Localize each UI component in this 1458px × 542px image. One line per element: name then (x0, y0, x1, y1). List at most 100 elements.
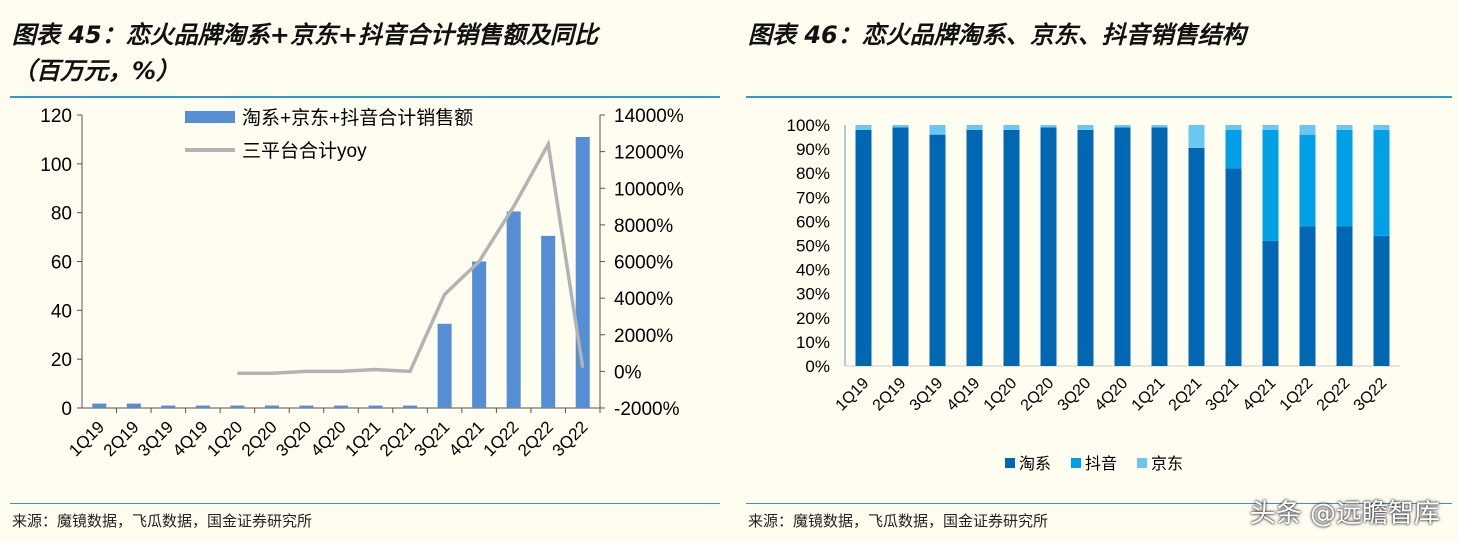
bar (264, 405, 279, 408)
stacked-bar-segment (1225, 129, 1242, 169)
bar (541, 235, 556, 408)
stacked-bar-segment (1151, 127, 1168, 366)
right-chart-title: 图表 46：恋火品牌淘系、京东、抖音销售结构 (748, 21, 1246, 49)
y2-tick-label: 14000% (614, 106, 684, 127)
x-tick-label: 3Q21 (411, 417, 454, 460)
stacked-bar-segment (1040, 127, 1057, 366)
bar (437, 323, 452, 408)
stacked-bar-segment (892, 125, 909, 128)
x-tick-label: 1Q21 (342, 417, 385, 460)
legend-swatch (1071, 458, 1081, 468)
stacked-bar-segment (1151, 125, 1168, 128)
bar (230, 405, 245, 408)
y2-tick-label: 0% (614, 362, 642, 383)
x-tick-label: 4Q19 (169, 417, 212, 460)
y-tick-label: 0% (805, 357, 830, 376)
stacked-bar-segment (1262, 129, 1279, 241)
legend-label-yoy: 三平台合计yoy (242, 140, 367, 162)
y-tick-label: 0 (61, 399, 72, 420)
stacked-bar-segment (892, 127, 909, 366)
y-tick-label: 60 (51, 253, 72, 274)
y2-tick-label: 8000% (614, 216, 673, 237)
stacked-bar-segment (1225, 125, 1242, 130)
y-tick-label: 10% (796, 333, 830, 352)
x-tick-label: 3Q19 (134, 417, 177, 460)
x-tick-label: 1Q19 (65, 417, 108, 460)
stacked-bar-segment (1262, 125, 1279, 130)
stacked-bar-segment (855, 125, 872, 130)
stacked-bar-segment (1299, 134, 1316, 227)
x-tick-label: 4Q19 (944, 375, 984, 415)
stacked-bar-segment (855, 129, 872, 366)
stacked-bar-segment (1003, 129, 1020, 366)
stacked-bar-segment (1077, 125, 1094, 130)
stacked-bar-segment (1077, 129, 1094, 366)
y-tick-label: 90% (796, 140, 830, 159)
y-tick-label: 20% (796, 309, 830, 328)
stacked-bar-segment (1188, 125, 1205, 148)
stacked-bar-segment (1373, 129, 1390, 236)
bar (126, 403, 141, 408)
x-tick-label: 2Q21 (1166, 375, 1206, 415)
y-tick-label: 40 (51, 301, 72, 322)
x-tick-label: 2Q19 (870, 375, 910, 415)
stacked-bar-segment (1336, 129, 1353, 227)
y2-tick-label: 12000% (614, 143, 684, 164)
bar (506, 211, 521, 408)
legend-label-sales: 淘系+京东+抖音合计销售额 (242, 107, 473, 129)
right-footer-rule (746, 503, 1452, 504)
x-tick-label: 3Q21 (1203, 375, 1243, 415)
bar (299, 405, 314, 408)
bar (161, 405, 176, 408)
x-tick-label: 3Q20 (272, 417, 315, 460)
stacked-bar-segment (1336, 226, 1353, 366)
bar (334, 405, 348, 408)
x-tick-label: 4Q20 (307, 417, 350, 460)
legend-label: 京东 (1151, 455, 1183, 473)
stacked-bar-segment (1336, 125, 1353, 130)
bar (368, 405, 383, 408)
stacked-bar-segment (1114, 125, 1131, 128)
y-tick-label: 80 (51, 204, 72, 225)
x-tick-label: 1Q20 (981, 375, 1021, 415)
bar (472, 261, 487, 408)
x-tick-label: 3Q22 (1351, 375, 1391, 415)
y-tick-label: 80% (796, 164, 830, 183)
stacked-bar-segment (1114, 127, 1131, 366)
left-footer-rule (10, 503, 720, 504)
x-tick-label: 4Q21 (445, 417, 488, 460)
left-title-rule (10, 96, 720, 98)
y2-tick-label: 6000% (614, 253, 673, 274)
stacked-bar-segment (1262, 240, 1279, 366)
stacked-bar-segment (1373, 125, 1390, 130)
stacked-bar-segment (1373, 235, 1390, 366)
stacked-bar-segment (1188, 147, 1205, 366)
y-tick-label: 100% (787, 116, 830, 135)
x-tick-label: 4Q21 (1240, 375, 1280, 415)
stacked-bar-segment (1003, 125, 1020, 130)
legend-swatch-sales (185, 111, 235, 123)
x-tick-label: 2Q20 (238, 417, 281, 460)
left-chart-subtitle: （百万元，%） (12, 57, 181, 85)
y-tick-label: 20 (51, 350, 72, 371)
y-tick-label: 100 (40, 155, 72, 176)
left-source: 来源：魔镜数据，飞瓜数据，国金证券研究所 (12, 512, 313, 530)
stacked-bar-segment (1225, 168, 1242, 366)
bar (403, 405, 418, 408)
right-title-rule (746, 96, 1452, 98)
stacked-bar-segment (1299, 226, 1316, 366)
x-tick-label: 2Q19 (100, 417, 143, 460)
x-tick-label: 2Q20 (1018, 375, 1058, 415)
x-tick-label: 3Q22 (549, 417, 592, 460)
x-tick-label: 1Q21 (1129, 375, 1169, 415)
stacked-bar-segment (1040, 125, 1057, 128)
right-source: 来源：魔镜数据，飞瓜数据，国金证券研究所 (748, 512, 1049, 530)
yoy-line (237, 138, 585, 375)
legend-label: 淘系 (1019, 455, 1051, 473)
x-tick-label: 2Q22 (514, 417, 557, 460)
legend-swatch (1005, 458, 1015, 468)
stacked-bar-segment (966, 125, 983, 130)
x-tick-label: 4Q20 (1092, 375, 1132, 415)
x-tick-label: 1Q22 (1277, 375, 1317, 415)
